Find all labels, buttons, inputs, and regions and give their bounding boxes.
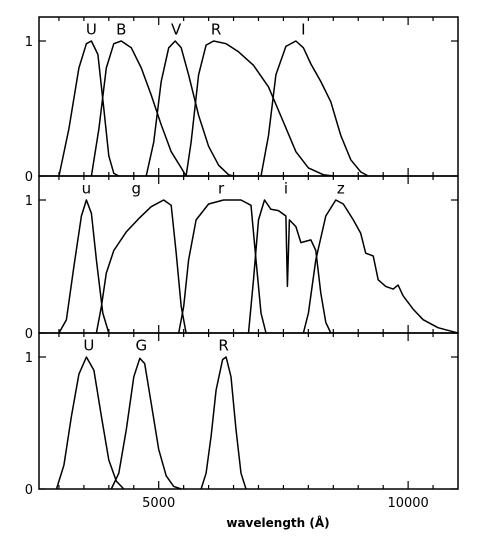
panel-2: 0 1 u g r i z <box>25 175 459 342</box>
y-tick-label: 1 <box>25 351 33 366</box>
y-tick-label: 0 <box>25 327 33 342</box>
filter-label-i: i <box>284 179 288 197</box>
filter-label-R: R <box>211 20 221 38</box>
filter-curve-B <box>90 40 187 177</box>
y-tick-label: 0 <box>25 170 33 185</box>
panel-1: 0 1 U B V R I <box>25 16 459 185</box>
filter-curve-r <box>177 199 267 334</box>
filter-label-G: G <box>135 336 147 354</box>
filter-curve-U <box>58 40 120 177</box>
panel-frame <box>38 332 459 490</box>
filter-curve-z <box>302 199 459 334</box>
filter-curve-R <box>200 356 247 490</box>
y-tick-label: 1 <box>25 35 33 50</box>
filter-curve-V <box>145 40 234 177</box>
y-tick-label: 0 <box>25 483 33 498</box>
filter-curve-U <box>55 356 125 490</box>
filter-label-g: g <box>132 179 142 197</box>
filter-curve-G <box>110 357 182 490</box>
y-tick-label: 1 <box>25 194 33 209</box>
filter-curve-g <box>95 199 187 334</box>
filter-curve-R <box>185 40 334 177</box>
x-tick-label: 5000 <box>142 496 175 511</box>
x-tick-label: 10000 <box>387 496 428 511</box>
filter-curve-I <box>260 40 369 177</box>
filter-label-z: z <box>337 179 345 197</box>
filter-label-B: B <box>116 20 126 38</box>
filter-label-u: u <box>82 179 92 197</box>
x-axis-label: wavelength (Å) <box>226 515 329 530</box>
filter-curve-u <box>58 199 110 334</box>
filter-label-R: R <box>218 336 228 354</box>
panels: 0 1 U B V R I 0 1 u g r i z 0 1 U G R 5000 10000 <box>25 16 459 511</box>
filter-label-U: U <box>86 20 97 38</box>
filter-label-r: r <box>218 179 225 197</box>
filter-label-U: U <box>83 336 94 354</box>
filter-label-I: I <box>301 20 305 38</box>
filter-curve-i <box>247 199 332 334</box>
panel-3: 0 1 U G R <box>25 332 459 498</box>
filter-label-V: V <box>171 20 182 38</box>
